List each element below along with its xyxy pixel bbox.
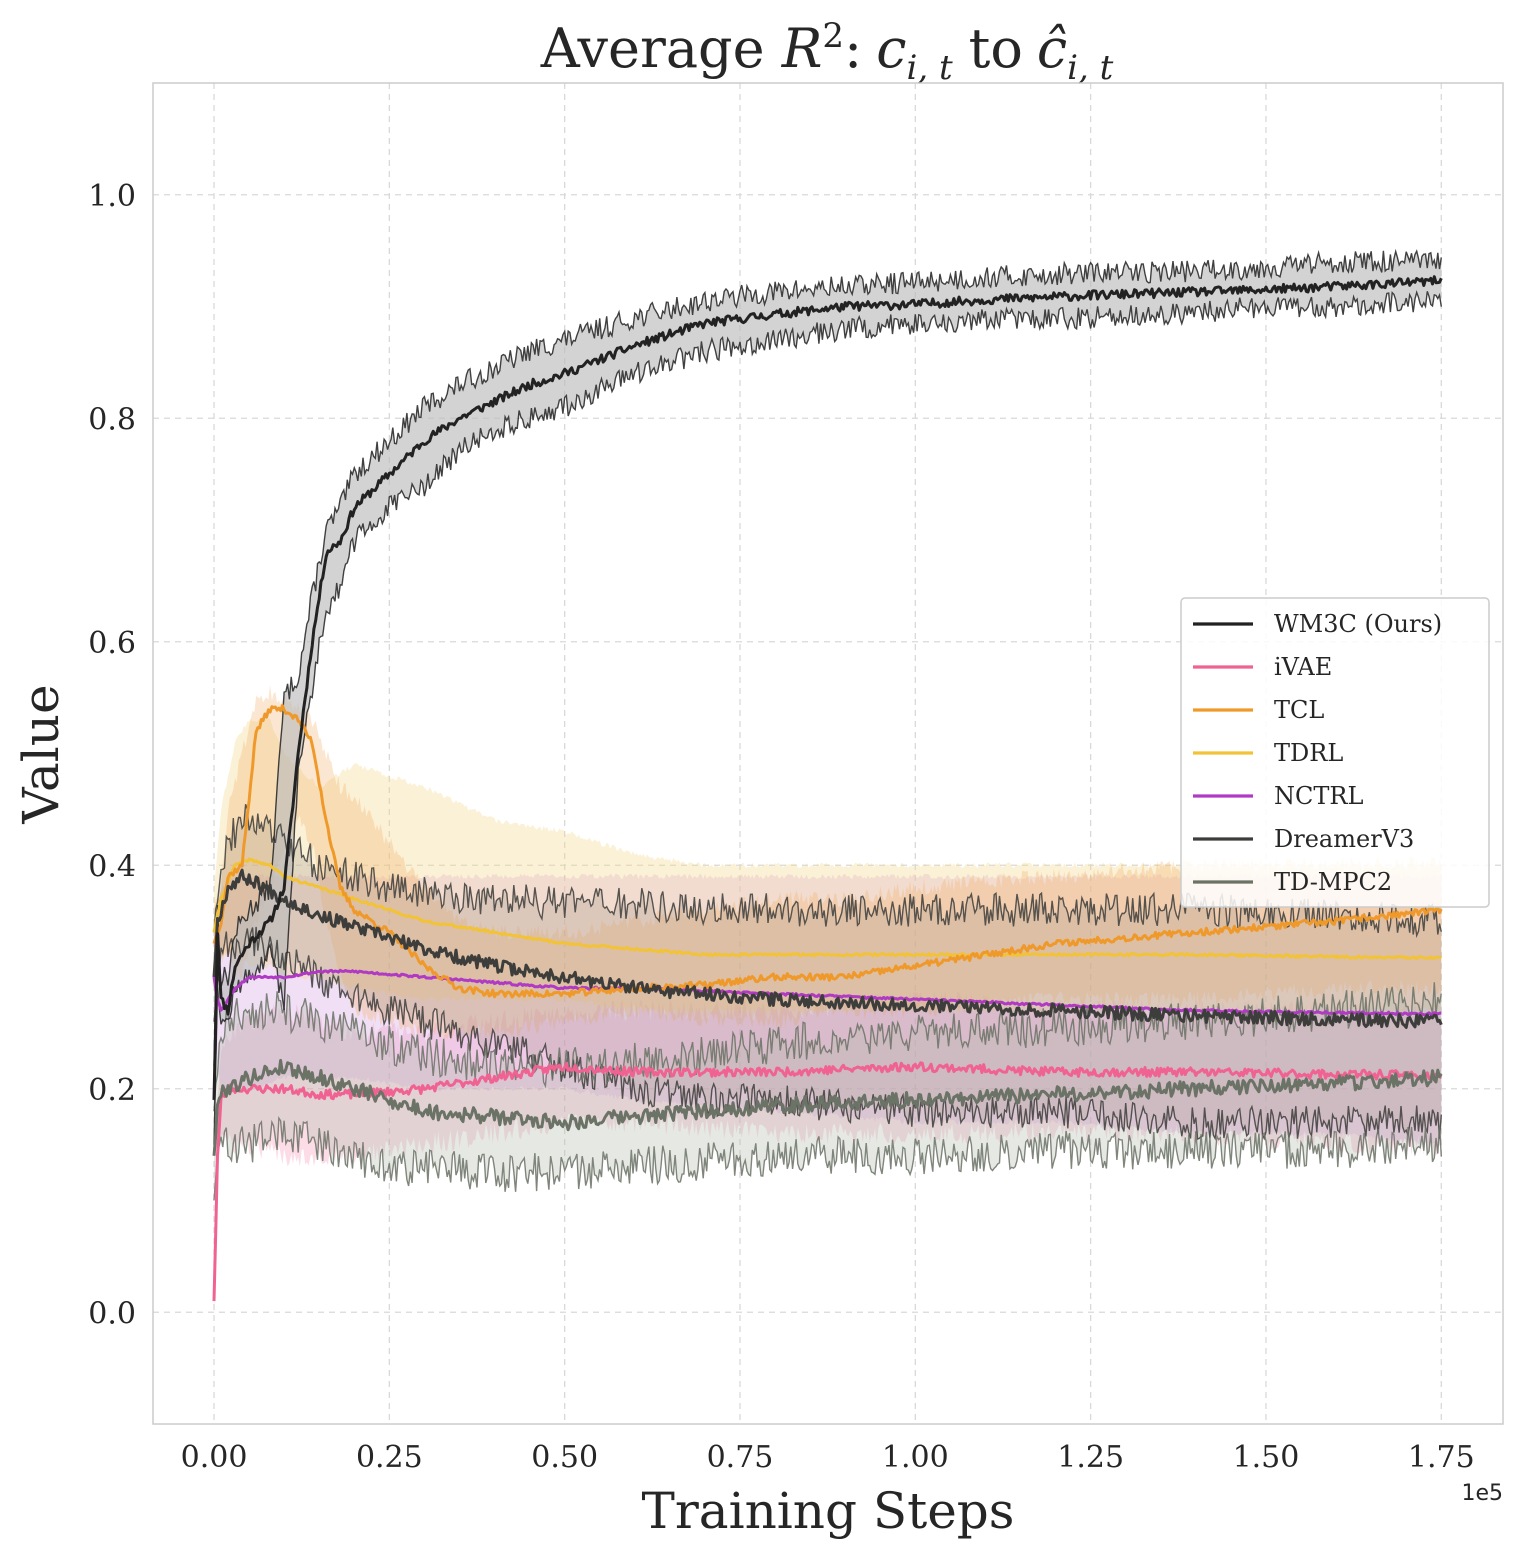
legend-label: DreamerV3 (1274, 825, 1414, 853)
x-tick-label: 1.00 (882, 1440, 949, 1475)
legend-label: iVAE (1274, 653, 1332, 681)
y-tick-label: 0.6 (88, 626, 136, 661)
legend-label: TCL (1274, 696, 1324, 724)
x-tick-label: 0.50 (531, 1440, 598, 1475)
y-axis-title: Value (12, 684, 70, 824)
x-offset-label: 1e5 (1461, 1481, 1503, 1506)
y-tick-label: 0.0 (88, 1296, 136, 1331)
r2-line-chart: Average R2: ci, t to ĉi, t 0.00 0.25 0.50 0.75… (0, 0, 1521, 1555)
legend-label: WM3C (Ours) (1274, 610, 1442, 638)
x-tick-label: 1.25 (1057, 1440, 1124, 1475)
legend-label: NCTRL (1274, 782, 1363, 810)
x-tick-label: 0.25 (356, 1440, 423, 1475)
chart-title: Average R2: ci, t to ĉi, t (540, 16, 1114, 88)
x-tick-label: 1.75 (1408, 1440, 1475, 1475)
legend-label: TD-MPC2 (1274, 868, 1392, 896)
y-tick-label: 0.2 (88, 1073, 136, 1108)
x-tick-label: 0.75 (707, 1440, 774, 1475)
x-axis-title: Training Steps (642, 1482, 1015, 1540)
x-tick-labels: 0.00 0.25 0.50 0.75 1.00 1.25 1.50 1.75 (181, 1440, 1475, 1475)
y-tick-label: 0.8 (88, 402, 136, 437)
x-tick-label: 1.50 (1233, 1440, 1300, 1475)
x-tick-label: 0.00 (181, 1440, 248, 1475)
legend: WM3C (Ours) iVAE TCL TDRL NCTRL DreamerV3 TD-M… (1181, 598, 1489, 907)
legend-label: TDRL (1274, 739, 1343, 767)
y-tick-label: 1.0 (88, 179, 136, 214)
y-tick-label: 0.4 (88, 849, 136, 884)
y-tick-labels: 0.0 0.2 0.4 0.6 0.8 1.0 (88, 179, 136, 1332)
